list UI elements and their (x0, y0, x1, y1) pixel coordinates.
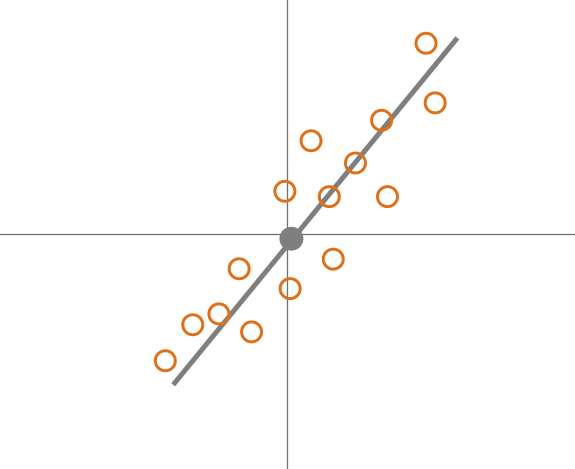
data-point (317, 185, 341, 209)
data-point (321, 247, 345, 271)
data-point (299, 129, 323, 153)
data-point (370, 108, 394, 132)
data-point (343, 151, 367, 175)
data-point (207, 302, 231, 326)
data-point (278, 277, 302, 301)
fit-line (171, 36, 460, 387)
data-point (414, 31, 438, 55)
data-point (181, 313, 205, 337)
data-point (273, 179, 297, 203)
center-point-group (279, 226, 304, 251)
data-point (227, 257, 251, 281)
fit-line-group (171, 36, 460, 387)
center-point (279, 226, 304, 251)
data-point (375, 185, 399, 209)
data-points (153, 31, 447, 373)
data-point (240, 320, 264, 344)
data-point (153, 349, 177, 373)
data-point (423, 91, 447, 115)
